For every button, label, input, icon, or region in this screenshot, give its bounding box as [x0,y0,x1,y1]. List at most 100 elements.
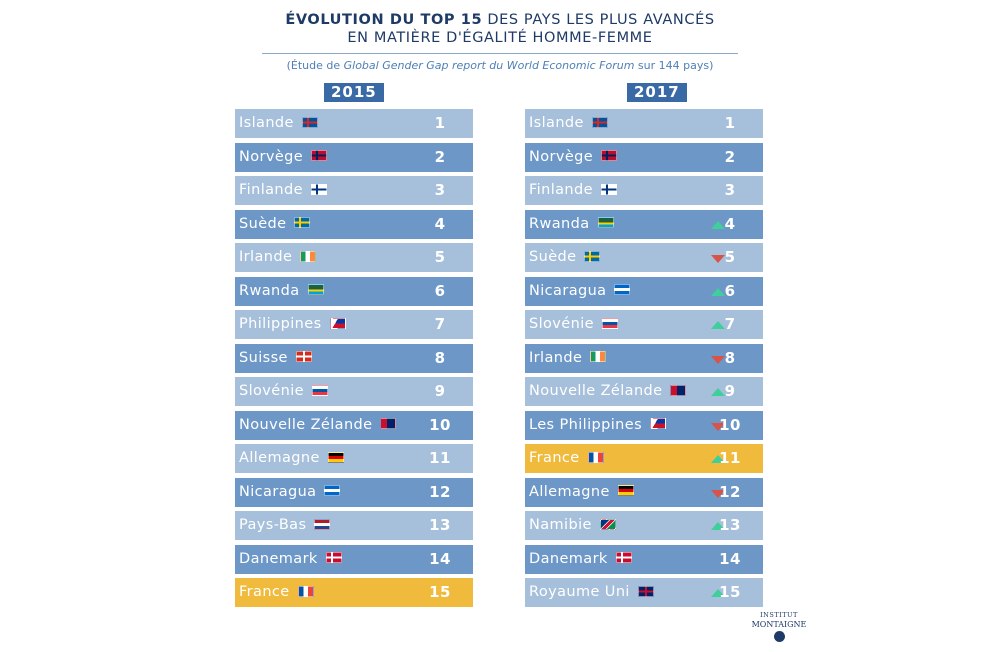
ranking-row: Nicaragua 6 [525,276,763,306]
ranking-row: Islande 1 [235,109,473,138]
country-name: Nicaragua [239,478,341,507]
country-label: Danemark [529,550,608,567]
ranking-row: Rwanda 6 [235,276,473,306]
country-label: Danemark [239,550,318,567]
rank-value: 12 [719,482,741,501]
rank-value: 15 [719,583,741,601]
ireland-flag-icon [300,250,317,262]
france-flag-icon [297,585,314,597]
country-label: Namibie [529,517,592,533]
ranking-row: Islande 1 [525,109,763,138]
chart-title: ÉVOLUTION DU TOP 15 DES PAYS LES PLUS AV… [262,11,738,47]
country-name: Allemagne [529,478,634,507]
country-name: Les Philippines [529,411,667,440]
rank-value: 9 [724,382,736,400]
nicaragua-flag-icon [324,485,341,496]
rwanda-flag-icon [307,284,324,295]
rank-value: 4 [434,214,446,233]
country-name: Norvège [239,143,328,172]
country-label: Nicaragua [239,483,317,500]
country-name: Nouvelle Zélande [239,411,397,440]
country-name: Suède [239,210,311,239]
ranking-row: Irlande 8 [525,343,763,373]
sweden-flag-icon [294,217,311,228]
namibia-flag-icon [599,518,616,530]
germany-flag-icon [327,451,344,463]
france-flag-icon [587,451,604,463]
arrow-down-icon [711,255,725,263]
country-name: Irlande [529,344,607,373]
chart-subtitle: (Étude de Global Gender Gap report du Wo… [262,59,738,73]
rank-value: 3 [434,181,446,199]
norway-flag-icon [311,150,328,161]
rank-value: 1 [724,114,736,132]
rank-value: 6 [434,281,446,300]
country-label: Norvège [529,148,594,165]
rank-value: 8 [434,348,446,367]
rank-value: 9 [434,382,446,400]
iceland-flag-icon [301,116,318,128]
rank-value: 2 [724,147,736,166]
country-label: Les Philippines [529,416,643,433]
country-label: Nicaragua [529,282,607,299]
denmark-flag-icon [325,552,342,563]
institut-montaigne-logo: INSTITUT MONTAIGNE [748,611,810,642]
country-name: Allemagne [239,444,344,473]
germany-flag-icon [617,485,634,496]
country-label: Finlande [529,182,593,198]
title-bold-part: ÉVOLUTION DU TOP 15 [285,12,483,28]
title-line-2: EN MATIÈRE D'ÉGALITÉ HOMME-FEMME [347,30,653,46]
country-name: Philippines [239,310,346,339]
rank-value: 7 [724,315,736,333]
country-label: Irlande [239,249,293,265]
rank-value: 5 [724,248,736,266]
ranking-row: Pays-Bas 13 [235,511,473,540]
arrow-up-icon [711,388,725,396]
rank-value: 5 [434,248,446,266]
logo-line-2: MONTAIGNE [751,620,807,629]
rank-value: 11 [429,449,451,467]
year-badge-2017: 2017 [627,83,687,102]
ranking-row: Suède 5 [525,243,763,272]
title-line-1: ÉVOLUTION DU TOP 15 DES PAYS LES PLUS AV… [262,11,738,29]
ranking-row: Philippines 7 [235,310,473,339]
ranking-row: Irlande 5 [235,243,473,272]
year-badge-2015: 2015 [324,83,384,102]
country-label: Islande [239,115,294,131]
ranking-column-2015: Islande 1 Norvège 2 Finlande 3 Suède 4 Irlande 5 R… [235,109,473,612]
arrow-down-icon [711,489,725,498]
country-label: Rwanda [529,215,590,232]
ranking-row: Nicaragua 12 [235,477,473,507]
country-label: France [529,450,580,466]
arrow-down-icon [711,355,725,364]
rank-value: 10 [429,415,451,434]
ranking-row: Danemark 14 [525,544,763,574]
country-name: France [529,444,604,473]
denmark-flag-icon [615,552,632,563]
country-name: Pays-Bas [239,511,331,540]
country-name: Irlande [239,243,317,272]
country-name: Danemark [239,545,342,574]
country-name: Namibie [529,511,616,540]
ranking-row: Danemark 14 [235,544,473,574]
country-name: Slovénie [529,310,618,339]
country-label: Norvège [239,148,304,165]
country-label: Nouvelle Zélande [529,383,663,399]
rank-value: 12 [429,482,451,501]
country-name: Islande [529,109,608,138]
rank-value: 11 [719,449,741,467]
ranking-row: Allemagne 12 [525,477,763,507]
country-name: Suisse [239,344,312,373]
slovenia-flag-icon [311,384,328,396]
ranking-row: Slovénie 9 [235,377,473,406]
ranking-row: Namibie 13 [525,511,763,540]
title-divider [262,53,738,54]
country-label: Irlande [529,349,583,366]
country-name: Rwanda [529,210,614,239]
netherlands-flag-icon [314,518,331,530]
arrow-up-icon [711,287,725,296]
new-zealand-flag-icon [380,418,397,429]
united-kingdom-flag-icon [637,585,654,597]
ranking-row: Allemagne 11 [235,444,473,473]
ranking-row: Finlande 3 [235,176,473,205]
